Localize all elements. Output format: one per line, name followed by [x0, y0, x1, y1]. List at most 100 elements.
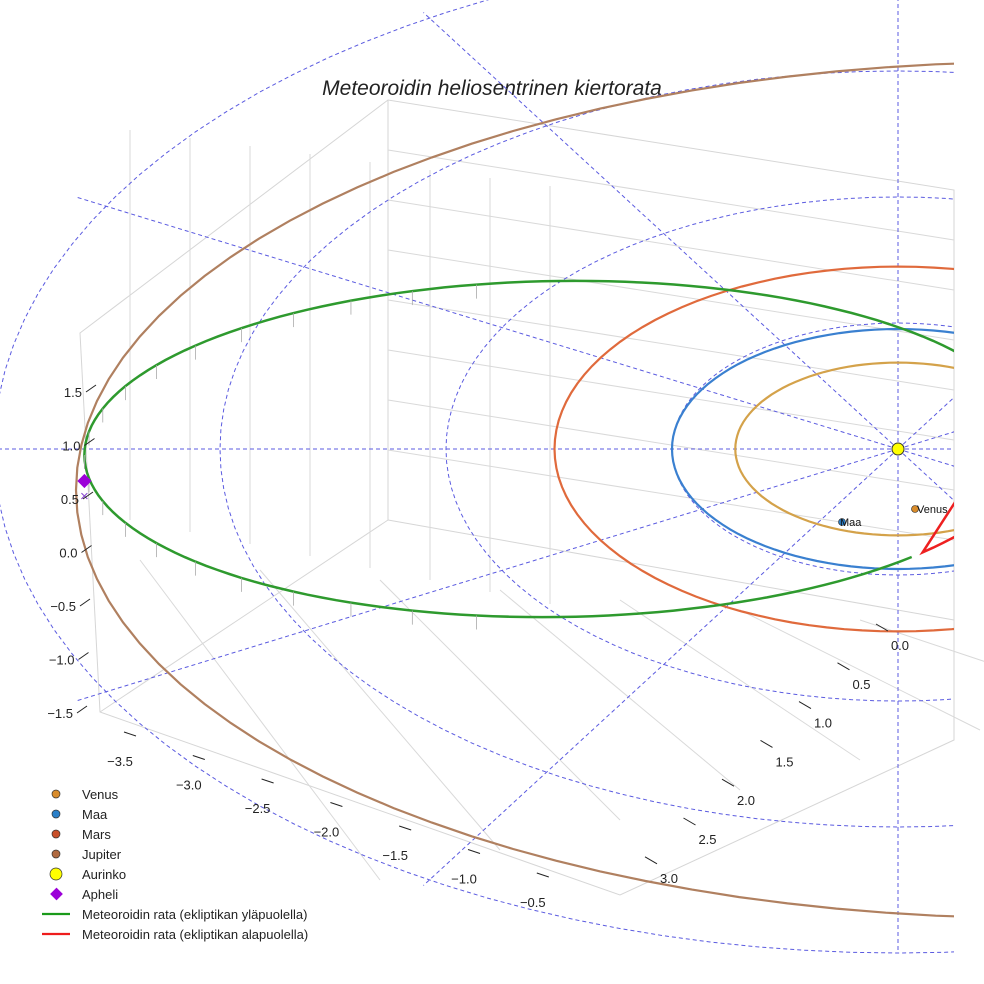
z-tick-mark — [76, 705, 88, 714]
x-tick-label: −2.5 — [245, 801, 271, 816]
reference-spoke — [897, 431, 954, 450]
x-tick-mark — [536, 872, 549, 878]
aphelion-cross-marker: × — [80, 488, 89, 505]
legend-label: Meteoroidin rata (ekliptikan yläpuolella… — [82, 907, 307, 922]
x-tick-mark — [261, 778, 274, 784]
y-tick-label: 2.0 — [737, 793, 755, 808]
floor-edge-right — [387, 519, 955, 621]
grid-line-horizontal — [387, 149, 955, 241]
legend-label: Mars — [82, 827, 111, 842]
y-tick-mark — [644, 856, 658, 865]
y-tick-label: 3.0 — [660, 871, 678, 886]
legend-dot-swatch — [51, 809, 61, 819]
grid-line-horizontal — [387, 249, 955, 341]
grid-line-floor — [739, 609, 981, 731]
legend-label: Maa — [82, 807, 108, 822]
x-tick-label: −2.0 — [314, 825, 340, 840]
x-tick-label: −1.5 — [382, 848, 408, 863]
legend-dot-swatch — [49, 867, 63, 881]
orbit-jupiter — [74, 62, 954, 918]
legend-label: Jupiter — [82, 847, 122, 862]
venus-marker — [911, 505, 919, 513]
earth-label: Maa — [840, 517, 862, 529]
z-tick-mark — [81, 545, 92, 553]
x-tick-mark — [123, 731, 137, 737]
venus-label: Venus — [917, 504, 948, 516]
y-tick-mark — [798, 701, 812, 710]
z-tick-mark — [78, 652, 89, 660]
reference-spoke — [423, 448, 899, 886]
floor-edge-left — [99, 519, 389, 713]
reference-spoke — [75, 448, 899, 702]
legend-diamond-swatch — [50, 887, 63, 901]
reference-circle — [0, 0, 954, 954]
z-tick-label: 0.5 — [61, 492, 79, 507]
planet-orbits — [74, 62, 954, 918]
y-tick-mark — [875, 623, 889, 632]
z-tick-mark — [84, 438, 95, 446]
legend-label: Venus — [82, 787, 119, 802]
reference-spoke — [75, 196, 899, 450]
x-tick-mark — [467, 849, 481, 854]
legend-dot-swatch — [51, 829, 61, 839]
orbit-maa — [670, 327, 954, 571]
legend-label: Aurinko — [82, 867, 126, 882]
y-tick-label: 0.0 — [891, 638, 909, 653]
z-tick-label: −1.5 — [47, 706, 73, 721]
reference-spoke — [423, 12, 899, 450]
x-tick-label: −3.5 — [107, 754, 133, 769]
chart-title: Meteoroidin heliosentrinen kiertorata — [322, 77, 662, 100]
z-tick-label: 1.0 — [62, 439, 80, 454]
grid-line-floor — [859, 619, 984, 662]
grid-line-floor — [379, 579, 621, 821]
z-tick-mark — [79, 598, 91, 607]
z-tick-label: 1.5 — [64, 385, 82, 400]
x-tick-mark — [330, 802, 343, 807]
grid-line-horizontal — [387, 399, 955, 491]
grid-line-floor — [259, 569, 501, 851]
orbit-venus — [734, 361, 954, 537]
axis-ticks: 1.5 1.0 0.5 0.0 −0.5 −1.0 −1.5 −3.5 −3.0 −2.5 −2.0… — [47, 384, 909, 910]
y-tick-label: 2.5 — [698, 832, 716, 847]
z-tick-mark — [85, 384, 97, 393]
grid-lines — [129, 130, 984, 881]
grid-line-floor — [499, 589, 741, 791]
legend-dot-swatch — [51, 789, 61, 799]
z-tick-label: −1.0 — [49, 653, 75, 668]
grid-line-floor — [619, 599, 861, 761]
grid-line-horizontal — [387, 349, 955, 441]
sun-marker — [891, 442, 905, 456]
grid-line-horizontal — [387, 449, 955, 541]
z-tick-label: −0.5 — [50, 599, 76, 614]
x-tick-mark — [399, 825, 412, 831]
legend: Venus Maa Mars Jupiter Aurinko Apheli Meteoroi… — [42, 787, 308, 942]
grid-line-horizontal — [387, 299, 955, 391]
x-tick-label: −0.5 — [520, 895, 546, 910]
y-tick-mark — [683, 817, 696, 826]
earth-marker — [838, 518, 846, 526]
z-tick-mark — [82, 491, 94, 500]
y-tick-mark — [721, 778, 735, 787]
meteoroid-orbit — [83, 279, 954, 630]
y-tick-label: 1.0 — [814, 716, 832, 731]
markers: × Maa Venus — [77, 442, 948, 529]
legend-label: Apheli — [82, 887, 118, 902]
legend-label: Meteoroidin rata (ekliptikan alapuolella… — [82, 927, 308, 942]
x-tick-label: −1.0 — [451, 872, 477, 887]
grid-line-floor — [139, 559, 381, 881]
y-tick-label: 0.5 — [852, 677, 870, 692]
grid-line-horizontal — [387, 199, 955, 291]
reference-circles — [0, 0, 954, 954]
z-tick-label: 0.0 — [59, 546, 77, 561]
meteoroid-path-above — [83, 279, 954, 619]
orbit-mars — [553, 265, 954, 633]
y-tick-mark — [760, 739, 773, 748]
y-tick-mark — [837, 662, 850, 671]
aphelion-marker — [77, 473, 92, 489]
legend-dot-swatch — [51, 849, 61, 859]
y-tick-label: 1.5 — [775, 754, 793, 769]
x-tick-label: −3.0 — [176, 778, 202, 793]
x-tick-mark — [192, 755, 205, 760]
axis-panes — [79, 99, 955, 896]
